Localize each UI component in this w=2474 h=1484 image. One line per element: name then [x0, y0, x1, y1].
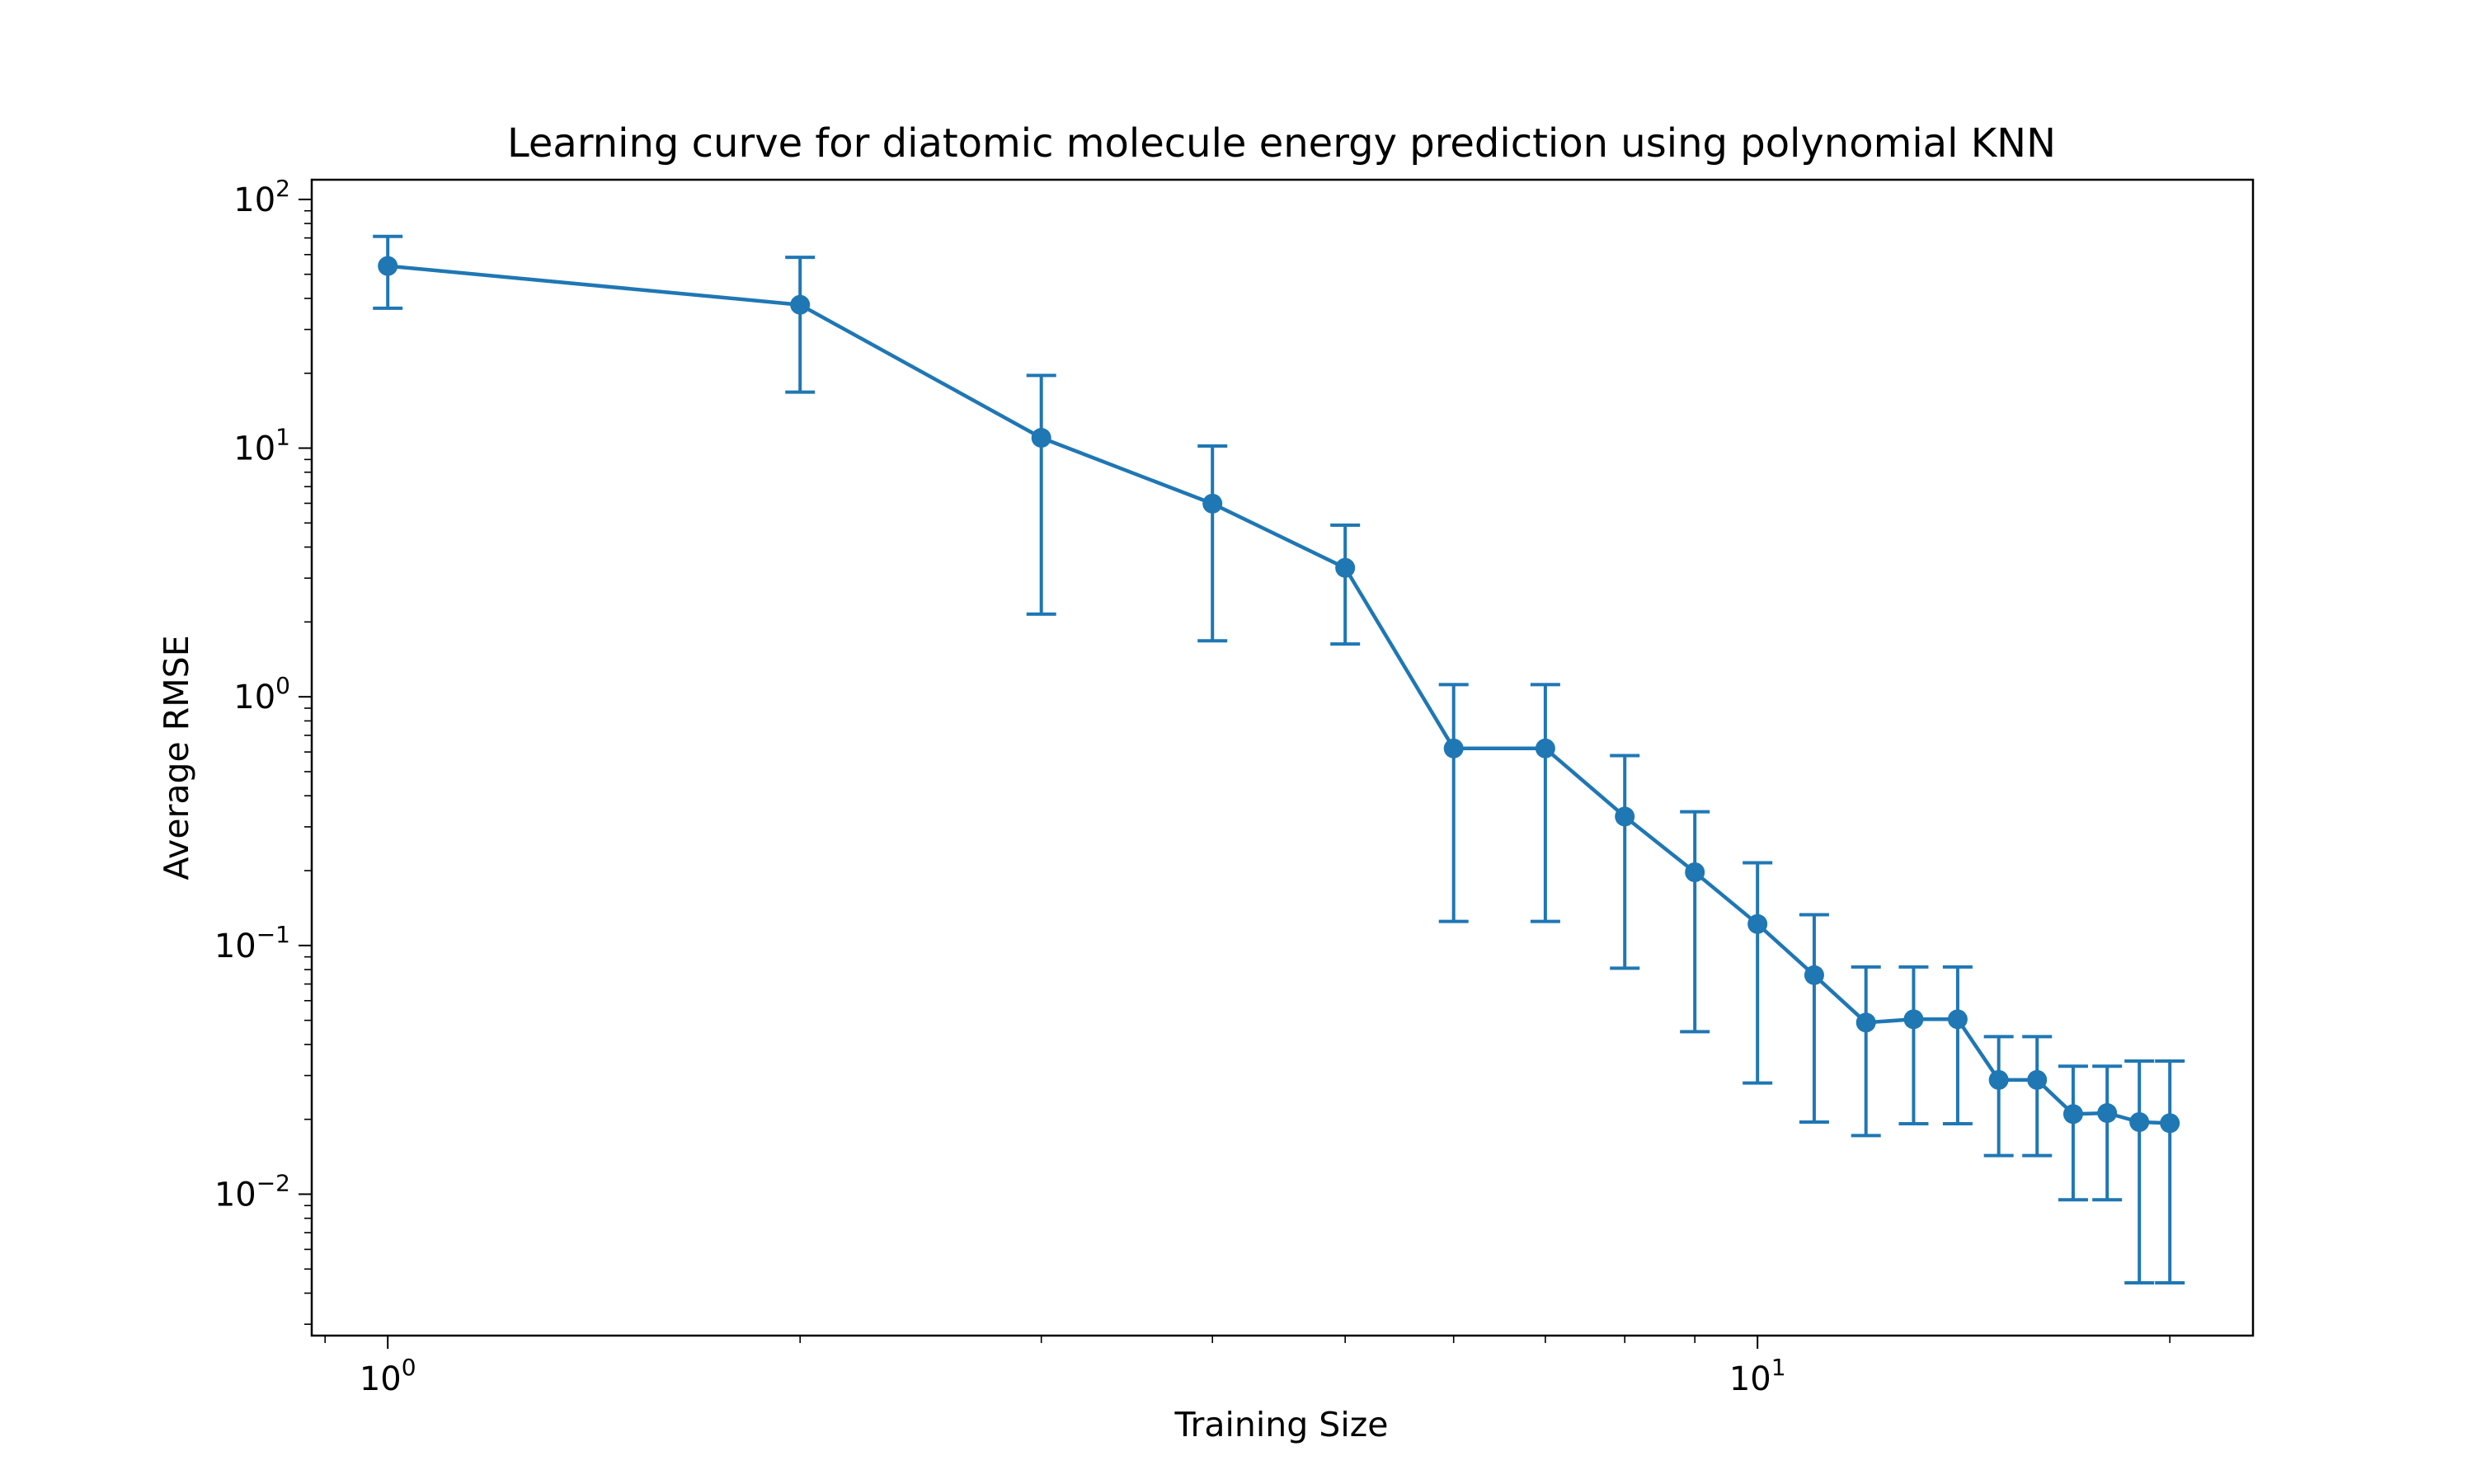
- data-point: [1856, 1012, 1876, 1033]
- plot-area: [373, 234, 2185, 1285]
- x-tick-label: 101: [1729, 1354, 1786, 1398]
- data-point: [2097, 1103, 2118, 1124]
- y-tick-label: 10−1: [214, 921, 290, 965]
- data-point: [1947, 1009, 1968, 1030]
- data-point: [2062, 1104, 2083, 1125]
- data-point: [1903, 1009, 1924, 1030]
- data-point: [1615, 806, 1635, 827]
- data-point: [1443, 738, 1464, 758]
- data-point: [2129, 1111, 2150, 1132]
- x-tick-label: 100: [360, 1354, 416, 1398]
- data-point: [378, 256, 398, 276]
- y-tick-label: 102: [233, 175, 290, 219]
- y-tick-label: 10−2: [214, 1169, 290, 1214]
- data-point: [1031, 428, 1051, 448]
- data-point: [1335, 557, 1356, 578]
- x-axis: 100 101: [324, 1336, 2171, 1398]
- plot-frame: [310, 178, 2255, 1337]
- x-axis-label: Training Size: [1174, 1405, 1389, 1444]
- chart-title: Learning curve for diatomic molecule ene…: [507, 120, 2056, 167]
- y-axis: 102 101 100 10−1 10−2: [214, 175, 312, 1325]
- data-point: [1804, 965, 1824, 985]
- data-point: [1988, 1069, 2009, 1090]
- y-tick-label: 101: [233, 424, 290, 468]
- y-axis-label: Average RMSE: [157, 635, 196, 880]
- data-point: [2027, 1069, 2048, 1090]
- data-point: [1202, 493, 1223, 514]
- y-tick-label: 100: [233, 672, 290, 716]
- data-point: [790, 294, 811, 315]
- data-point: [1685, 862, 1705, 883]
- data-point: [1747, 913, 1768, 934]
- data-point: [2160, 1113, 2180, 1134]
- data-point: [1535, 738, 1555, 758]
- series-line: [387, 264, 2171, 1125]
